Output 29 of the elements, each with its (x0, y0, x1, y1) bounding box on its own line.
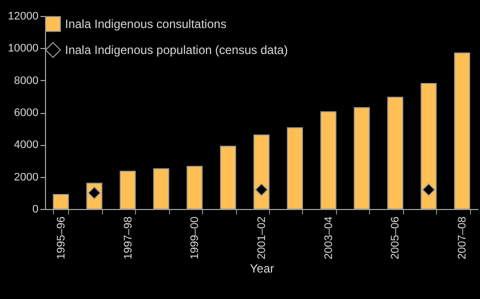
x-tick-label: 2001–02 (256, 216, 268, 260)
bar (220, 146, 236, 210)
bar (420, 83, 437, 210)
x-tick-label: 2007–08 (456, 216, 469, 260)
legend-label: Inala Indigenous population (census data) (65, 43, 288, 57)
bar (253, 134, 270, 210)
bar (186, 166, 203, 210)
x-tick-label: 2003–04 (322, 216, 335, 260)
y-tick-label: 6000 (14, 107, 38, 119)
bar (354, 107, 370, 210)
bar (320, 111, 336, 210)
bar (454, 52, 470, 210)
y-tick-label: 0 (32, 204, 38, 216)
y-tick-label: 4000 (14, 139, 38, 152)
x-tick-label: 2005–06 (390, 216, 402, 260)
y-tick-label: 8000 (14, 74, 38, 87)
y-tick-label: 2000 (14, 171, 38, 184)
bar (286, 127, 303, 210)
y-tick-label: 10000 (8, 42, 38, 55)
x-axis-title: Year (250, 261, 274, 276)
legend-label: Inala Indigenous consultations (65, 17, 226, 31)
x-tick-label: 1999–00 (189, 216, 202, 260)
bar (153, 168, 170, 210)
bar (52, 194, 69, 210)
bar (387, 96, 404, 210)
bar (120, 170, 136, 210)
x-tick-label: 1995–96 (55, 216, 68, 260)
y-tick-label: 12000 (8, 10, 38, 22)
x-tick-label: 1997–98 (122, 216, 134, 260)
